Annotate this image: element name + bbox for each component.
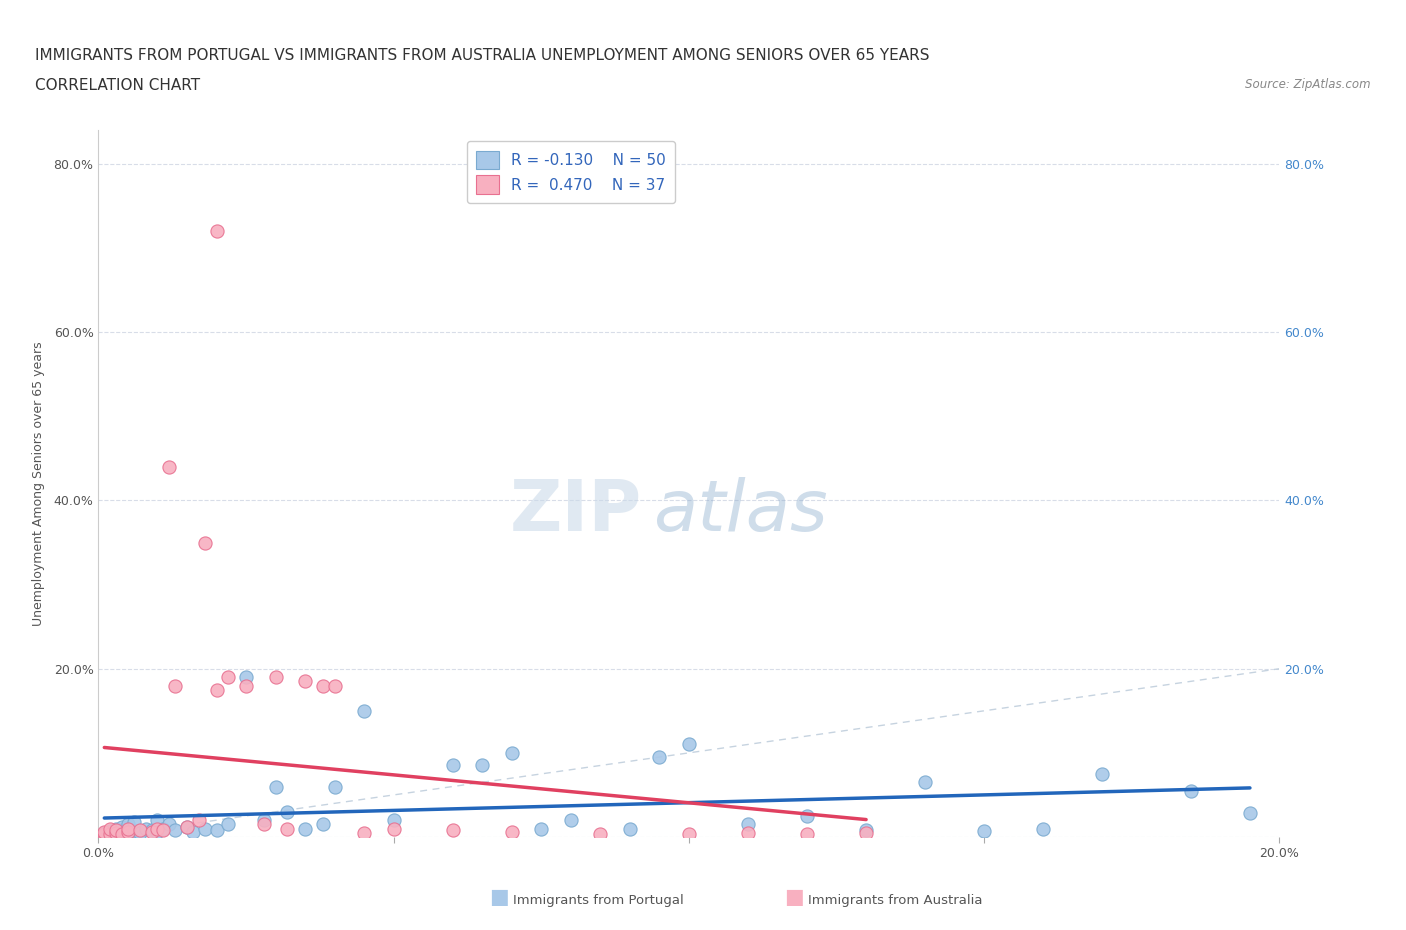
Text: Immigrants from Australia: Immigrants from Australia (808, 894, 983, 907)
Point (98, 827, 121, 842)
Point (194, 535, 217, 550)
Point (530, 821, 553, 836)
Point (187, 813, 209, 828)
Point (205, 823, 228, 838)
Point (619, 821, 641, 836)
Point (181, 825, 204, 840)
Point (117, 825, 139, 840)
Point (93, 825, 115, 840)
Point (146, 821, 169, 836)
Point (111, 826, 134, 841)
Point (111, 819, 134, 834)
Point (914, 775, 936, 790)
Point (152, 821, 174, 836)
Point (105, 821, 128, 836)
Point (382, 813, 405, 828)
Point (128, 825, 150, 840)
Point (294, 674, 316, 689)
Point (117, 821, 139, 836)
Point (796, 808, 818, 823)
Point (93, 827, 115, 842)
Point (135, 821, 157, 836)
Point (128, 823, 150, 838)
Point (648, 750, 671, 764)
Point (501, 746, 523, 761)
Point (157, 459, 180, 474)
Legend: R = -0.130    N = 50, R =  0.470    N = 37: R = -0.130 N = 50, R = 0.470 N = 37 (467, 141, 675, 203)
Point (105, 825, 128, 840)
Point (312, 817, 335, 831)
Point (141, 823, 163, 838)
Point (165, 678, 187, 693)
Point (323, 779, 346, 794)
Point (471, 758, 494, 773)
Point (264, 670, 287, 684)
Point (323, 678, 346, 693)
Y-axis label: Unemployment Among Seniors over 65 years: Unemployment Among Seniors over 65 years (32, 341, 45, 626)
Point (294, 821, 316, 836)
Point (205, 224, 228, 239)
Point (1032, 821, 1054, 836)
Point (98, 824, 121, 839)
Point (855, 823, 877, 838)
Point (122, 824, 145, 839)
Point (1091, 766, 1114, 781)
Point (264, 779, 287, 794)
Text: ■: ■ (785, 886, 804, 907)
Point (141, 825, 163, 840)
Point (98, 826, 121, 841)
Point (312, 678, 335, 693)
Point (678, 737, 700, 751)
Point (796, 827, 818, 842)
Point (235, 678, 257, 693)
Point (560, 813, 582, 828)
Point (353, 825, 375, 840)
Point (122, 815, 145, 830)
Point (117, 817, 139, 831)
Point (176, 819, 198, 834)
Point (217, 670, 239, 684)
Point (194, 821, 217, 836)
Point (855, 825, 877, 840)
Point (678, 826, 700, 841)
Point (235, 670, 257, 684)
Point (441, 823, 464, 838)
Point (176, 819, 198, 834)
Point (1239, 806, 1261, 821)
Point (253, 817, 276, 831)
Point (165, 823, 187, 838)
Point (93, 825, 115, 840)
Point (117, 826, 139, 841)
Point (353, 703, 375, 718)
Point (146, 813, 169, 828)
Text: Immigrants from Portugal: Immigrants from Portugal (513, 894, 683, 907)
Point (441, 758, 464, 773)
Point (98, 821, 121, 836)
Point (737, 825, 759, 840)
Point (146, 825, 169, 840)
Point (217, 817, 239, 831)
Point (973, 824, 995, 839)
Point (253, 813, 276, 828)
Point (152, 823, 174, 838)
Point (276, 804, 298, 819)
Text: IMMIGRANTS FROM PORTUGAL VS IMMIGRANTS FROM AUSTRALIA UNEMPLOYMENT AMONG SENIORS: IMMIGRANTS FROM PORTUGAL VS IMMIGRANTS F… (35, 48, 929, 63)
Text: Source: ZipAtlas.com: Source: ZipAtlas.com (1246, 78, 1371, 91)
Point (111, 823, 134, 838)
Point (276, 821, 298, 836)
Text: CORRELATION CHART: CORRELATION CHART (35, 78, 200, 93)
Point (382, 821, 405, 836)
Point (105, 823, 128, 838)
Text: ■: ■ (489, 886, 509, 907)
Text: atlas: atlas (654, 477, 828, 546)
Point (1180, 783, 1202, 798)
Point (105, 825, 128, 840)
Text: ZIP: ZIP (509, 477, 641, 546)
Point (205, 683, 228, 698)
Point (157, 817, 180, 831)
Point (589, 826, 612, 841)
Point (501, 825, 523, 840)
Point (737, 817, 759, 831)
